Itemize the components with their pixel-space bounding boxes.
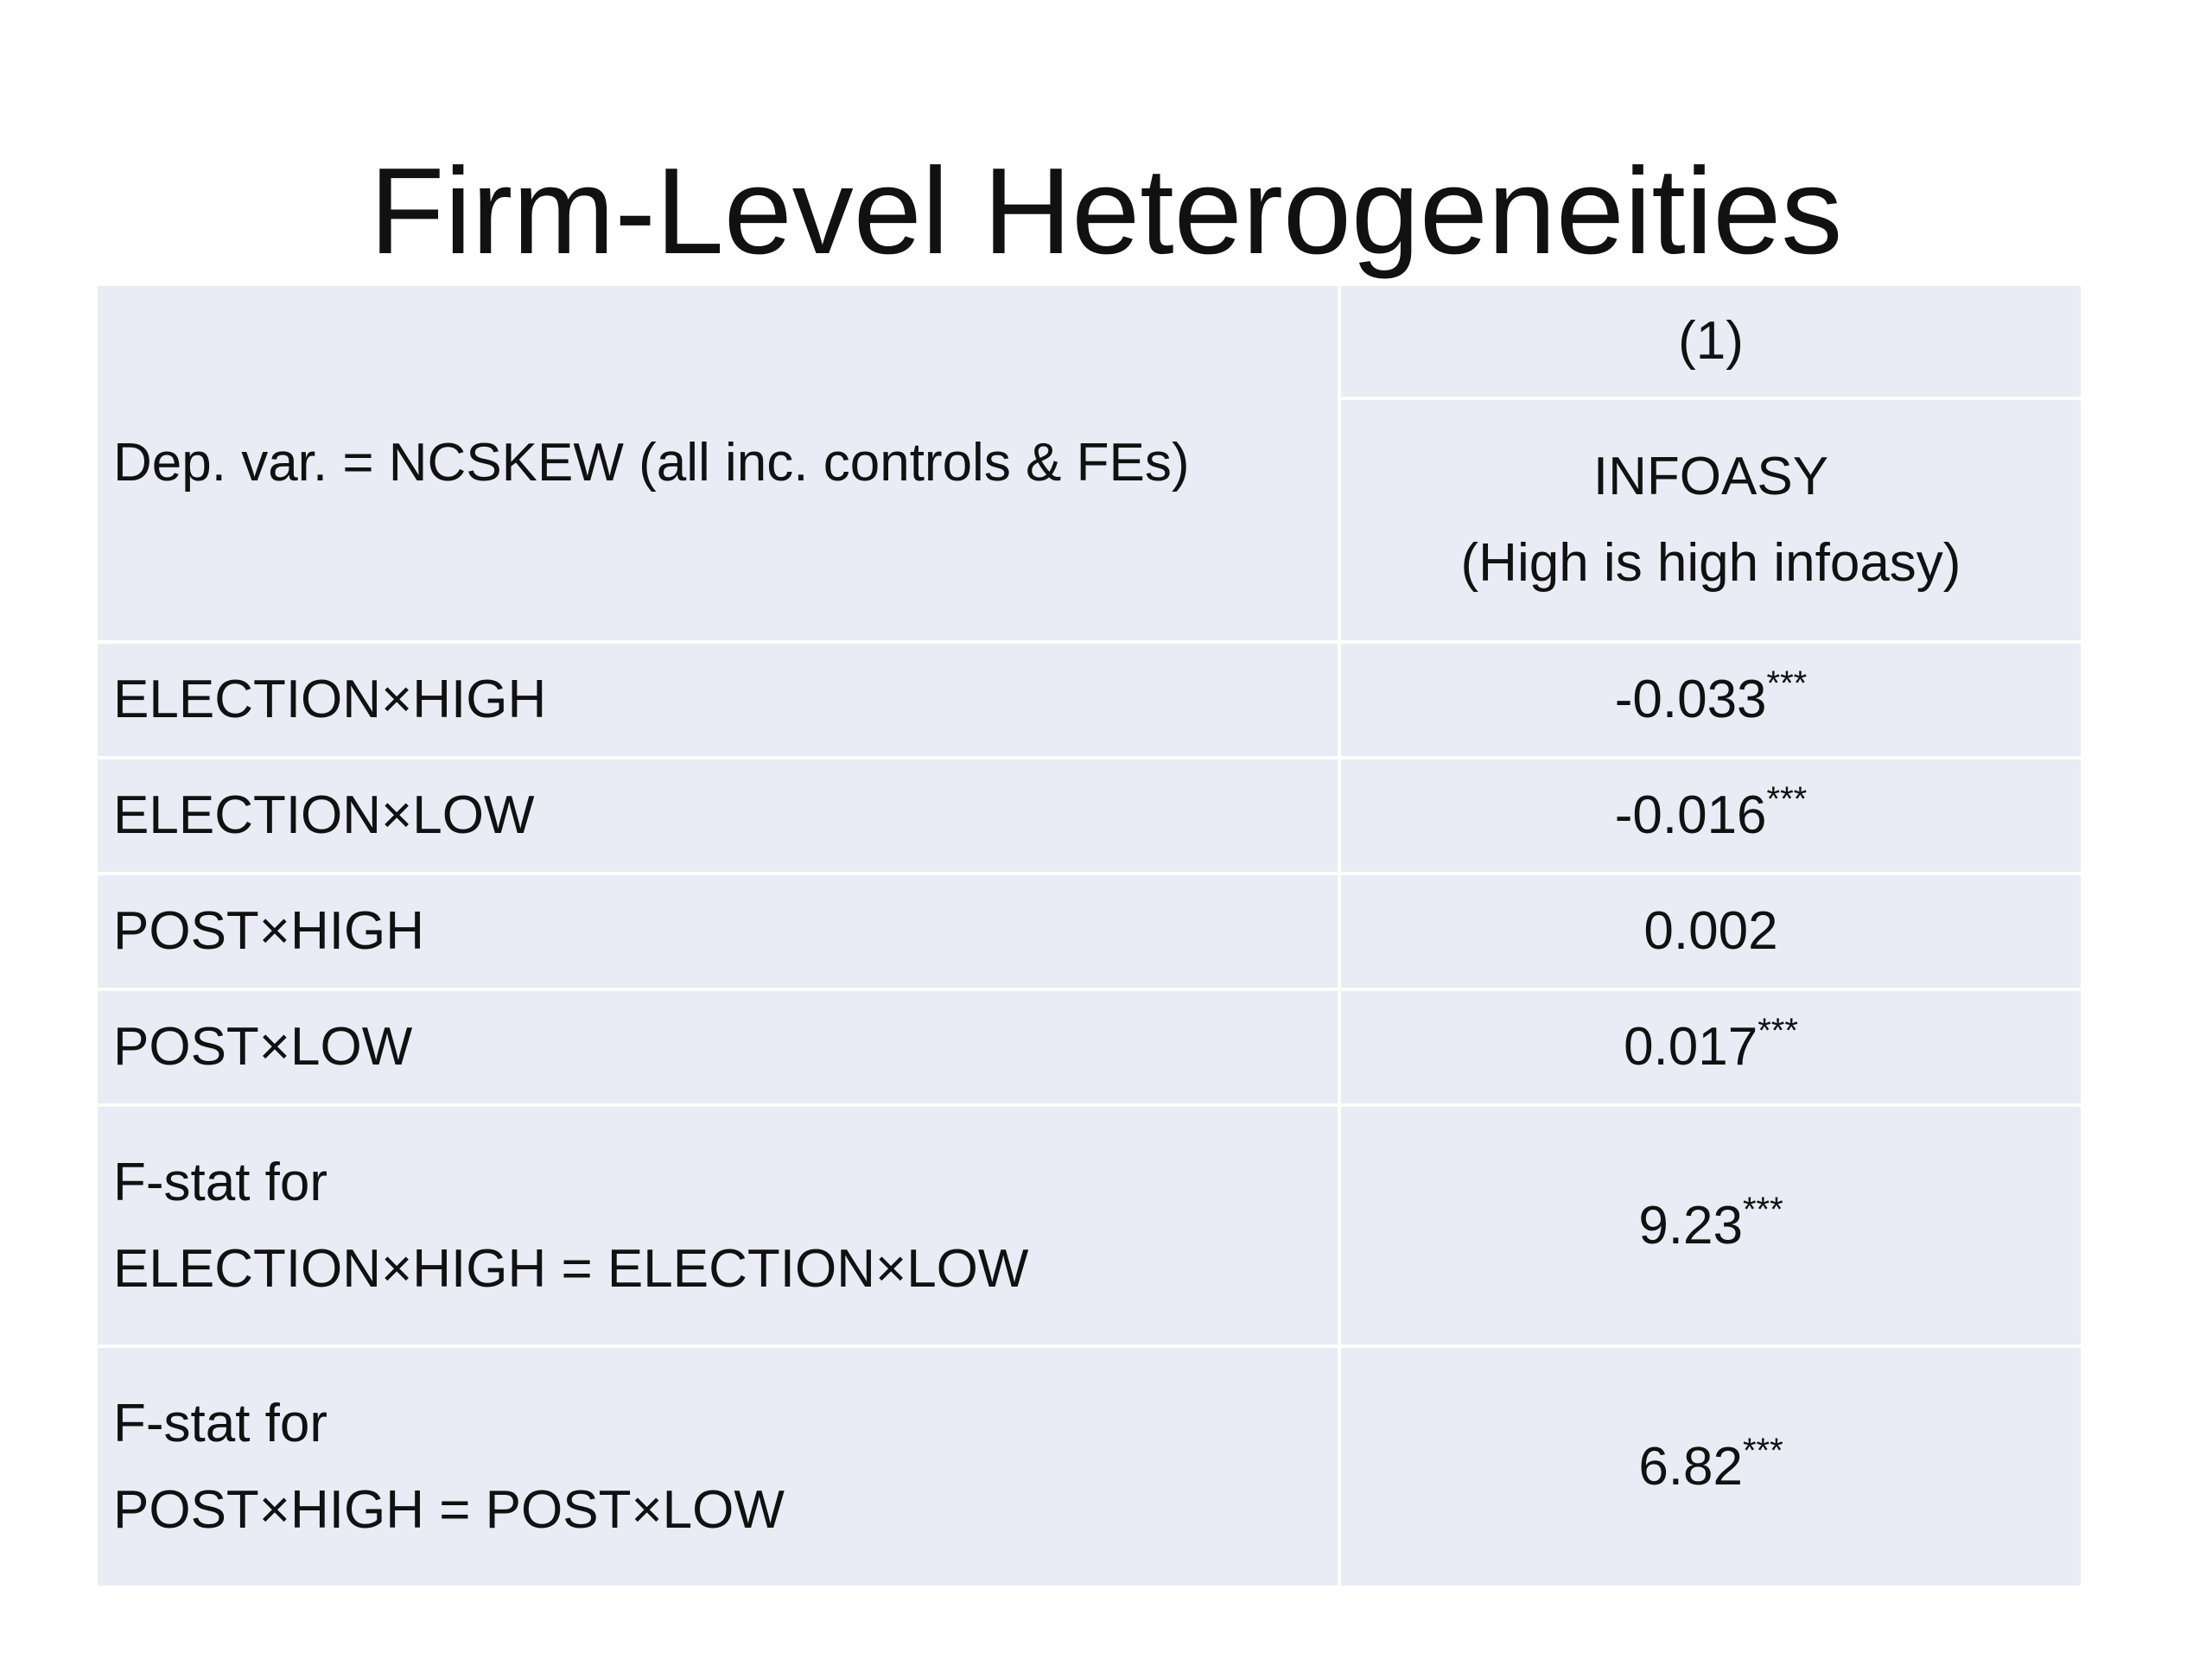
significance-stars: ***	[1766, 664, 1808, 702]
results-table: Dep. var. = NCSKEW (all inc. controls & …	[94, 283, 2084, 1589]
row-value: 0.017***	[1338, 988, 2084, 1107]
row-label: F-stat for ELECTION×HIGH = ELECTION×LOW	[94, 1103, 1341, 1348]
coefficient: 6.82	[1638, 1436, 1743, 1497]
row-label: F-stat for POST×HIGH = POST×LOW	[94, 1344, 1341, 1589]
table-row: POST×HIGH 0.002	[94, 872, 2084, 991]
label-line: POST×HIGH	[113, 901, 425, 961]
column-number: (1)	[1338, 283, 2084, 400]
coefficient: -0.016	[1614, 785, 1767, 845]
coefficient: 0.002	[1643, 901, 1778, 961]
header-row: Dep. var. = NCSKEW (all inc. controls & …	[94, 283, 2084, 644]
label-line: POST×HIGH = POST×LOW	[113, 1479, 785, 1540]
label-line: ELECTION×HIGH	[113, 670, 547, 729]
label-line: F-stat for	[113, 1393, 328, 1453]
table-row: ELECTION×LOW -0.016***	[94, 756, 2084, 875]
row-value: -0.033***	[1338, 640, 2084, 760]
table-row: ELECTION×HIGH -0.033***	[94, 640, 2084, 760]
label-line: ELECTION×LOW	[113, 785, 535, 845]
row-value: -0.016***	[1338, 756, 2084, 875]
significance-stars: ***	[1742, 1190, 1783, 1229]
row-label: ELECTION×HIGH	[94, 640, 1341, 760]
row-label: ELECTION×LOW	[94, 756, 1341, 875]
row-label: POST×LOW	[94, 988, 1341, 1107]
coefficient: 0.017	[1624, 1017, 1758, 1077]
label-line: POST×LOW	[113, 1017, 413, 1077]
significance-stars: ***	[1742, 1431, 1783, 1470]
significance-stars: ***	[1758, 1012, 1798, 1050]
header-row: INFOASY (High is high infoasy)	[96, 397, 2084, 644]
row-value: 0.002	[1338, 872, 2084, 991]
row-label: POST×HIGH	[94, 872, 1341, 991]
row-value: 9.23***	[1338, 1103, 2084, 1348]
column-header: INFOASY (High is high infoasy)	[1338, 397, 2084, 644]
significance-stars: ***	[1766, 780, 1808, 818]
column-note: (High is high infoasy)	[1460, 533, 1961, 593]
title: Firm-Level Heterogeneities	[369, 143, 1843, 280]
coefficient: -0.033	[1614, 670, 1767, 729]
table-body: Dep. var. = NCSKEW (all inc. controls & …	[94, 283, 2084, 1589]
table-row: POST×LOW 0.017***	[94, 988, 2084, 1107]
table-row: F-stat for POST×HIGH = POST×LOW 6.82***	[94, 1344, 2084, 1589]
header-label: Dep. var. = NCSKEW (all inc. controls & …	[94, 283, 1341, 644]
label-line: F-stat for	[113, 1152, 328, 1212]
coefficient: 9.23	[1638, 1195, 1743, 1255]
column-name: INFOASY	[1592, 447, 1829, 506]
table-row: F-stat for ELECTION×HIGH = ELECTION×LOW 9.…	[94, 1103, 2084, 1348]
row-value: 6.82***	[1338, 1344, 2084, 1589]
label-line: ELECTION×HIGH = ELECTION×LOW	[113, 1238, 1029, 1299]
